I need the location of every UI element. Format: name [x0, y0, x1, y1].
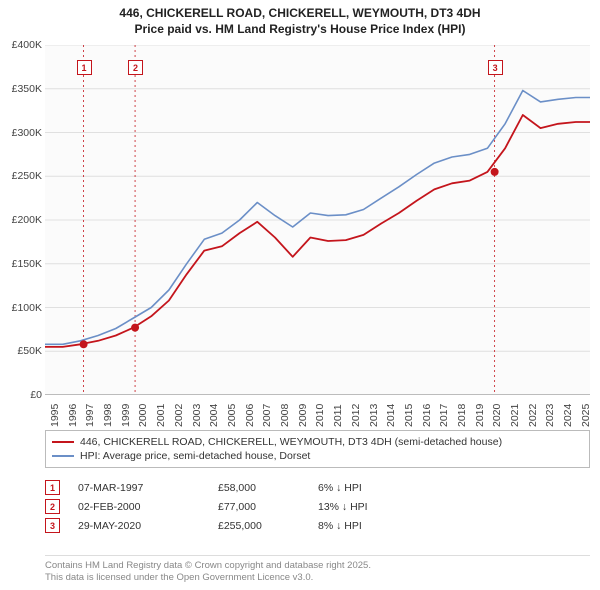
- x-tick-label: 2014: [385, 404, 397, 427]
- title-line1: 446, CHICKERELL ROAD, CHICKERELL, WEYMOU…: [0, 6, 600, 22]
- x-tick-label: 2018: [456, 404, 468, 427]
- chart-title: 446, CHICKERELL ROAD, CHICKERELL, WEYMOU…: [0, 0, 600, 37]
- x-tick-label: 1996: [67, 404, 79, 427]
- legend-swatch: [52, 455, 74, 457]
- x-tick-label: 2001: [155, 404, 167, 427]
- x-tick-label: 2022: [527, 404, 539, 427]
- series-price_paid: [45, 115, 590, 347]
- y-tick-label: £300K: [2, 127, 42, 139]
- event-row: 1 07-MAR-1997£58,0006% ↓ HPI: [45, 478, 590, 497]
- x-tick-label: 2009: [297, 404, 309, 427]
- x-tick-label: 1999: [120, 404, 132, 427]
- event-price: £58,000: [218, 482, 318, 494]
- legend-label: HPI: Average price, semi-detached house,…: [80, 450, 310, 462]
- footer-line2: This data is licensed under the Open Gov…: [45, 572, 590, 584]
- event-price: £255,000: [218, 520, 318, 532]
- plot-svg: [45, 45, 590, 395]
- sale-marker-box: 3: [488, 60, 503, 75]
- events-table: 1 07-MAR-1997£58,0006% ↓ HPI 2 02-FEB-2000£…: [45, 478, 590, 535]
- event-price: £77,000: [218, 501, 318, 513]
- event-date: 29-MAY-2020: [78, 520, 218, 532]
- y-tick-label: £250K: [2, 170, 42, 182]
- sale-marker-box: 2: [128, 60, 143, 75]
- x-tick-label: 2010: [314, 404, 326, 427]
- event-delta: 6% ↓ HPI: [318, 482, 448, 494]
- x-tick-label: 2006: [244, 404, 256, 427]
- event-date: 07-MAR-1997: [78, 482, 218, 494]
- y-tick-label: £50K: [2, 345, 42, 357]
- x-tick-label: 2017: [438, 404, 450, 427]
- attribution-footer: Contains HM Land Registry data © Crown c…: [45, 555, 590, 584]
- event-number-box: 1: [45, 480, 60, 495]
- x-tick-label: 2016: [421, 404, 433, 427]
- x-tick-label: 1997: [84, 404, 96, 427]
- legend-swatch: [52, 441, 74, 443]
- x-tick-label: 2023: [544, 404, 556, 427]
- x-tick-label: 2007: [261, 404, 273, 427]
- y-tick-label: £400K: [2, 39, 42, 51]
- legend-row: 446, CHICKERELL ROAD, CHICKERELL, WEYMOU…: [52, 435, 583, 449]
- event-number-box: 2: [45, 499, 60, 514]
- y-tick-label: £350K: [2, 83, 42, 95]
- legend-label: 446, CHICKERELL ROAD, CHICKERELL, WEYMOU…: [80, 436, 502, 448]
- event-row: 3 29-MAY-2020£255,0008% ↓ HPI: [45, 516, 590, 535]
- y-tick-label: £150K: [2, 258, 42, 270]
- y-tick-label: £200K: [2, 214, 42, 226]
- chart-container: 446, CHICKERELL ROAD, CHICKERELL, WEYMOU…: [0, 0, 600, 590]
- x-tick-label: 2019: [474, 404, 486, 427]
- event-delta: 8% ↓ HPI: [318, 520, 448, 532]
- y-tick-label: £0: [2, 389, 42, 401]
- x-tick-label: 1998: [102, 404, 114, 427]
- event-delta: 13% ↓ HPI: [318, 501, 448, 513]
- x-tick-label: 2011: [332, 404, 344, 427]
- x-tick-label: 1995: [49, 404, 61, 427]
- legend-row: HPI: Average price, semi-detached house,…: [52, 449, 583, 463]
- x-tick-label: 2020: [491, 404, 503, 427]
- x-tick-label: 2002: [173, 404, 185, 427]
- event-row: 2 02-FEB-2000£77,00013% ↓ HPI: [45, 497, 590, 516]
- sale-dot: [131, 324, 139, 332]
- plot-area: [45, 45, 590, 395]
- x-tick-label: 2003: [191, 404, 203, 427]
- legend: 446, CHICKERELL ROAD, CHICKERELL, WEYMOU…: [45, 430, 590, 468]
- footer-line1: Contains HM Land Registry data © Crown c…: [45, 560, 590, 572]
- x-tick-label: 2005: [226, 404, 238, 427]
- x-tick-label: 2024: [562, 404, 574, 427]
- x-tick-label: 2012: [350, 404, 362, 427]
- x-tick-label: 2004: [208, 404, 220, 427]
- x-tick-label: 2015: [403, 404, 415, 427]
- event-date: 02-FEB-2000: [78, 501, 218, 513]
- series-hpi: [45, 91, 590, 345]
- sale-dot: [491, 168, 499, 176]
- sale-dot: [80, 340, 88, 348]
- title-line2: Price paid vs. HM Land Registry's House …: [0, 22, 600, 38]
- x-tick-label: 2008: [279, 404, 291, 427]
- x-tick-label: 2013: [368, 404, 380, 427]
- y-tick-label: £100K: [2, 302, 42, 314]
- sale-marker-box: 1: [77, 60, 92, 75]
- x-tick-label: 2025: [580, 404, 592, 427]
- x-tick-label: 2021: [509, 404, 521, 427]
- event-number-box: 3: [45, 518, 60, 533]
- x-tick-label: 2000: [137, 404, 149, 427]
